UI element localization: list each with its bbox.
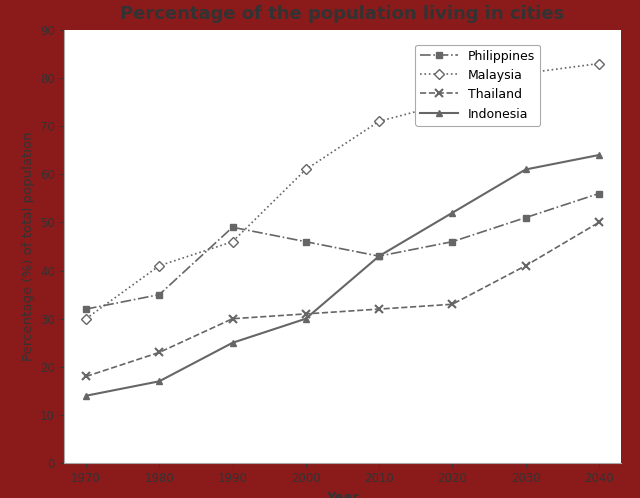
Thailand — [449, 301, 456, 307]
Indonesia — [522, 166, 529, 172]
Thailand — [595, 220, 603, 226]
Malaysia — [156, 263, 163, 269]
Philippines — [228, 224, 236, 230]
Thailand — [82, 374, 90, 379]
Malaysia — [302, 166, 310, 172]
Line: Malaysia: Malaysia — [83, 60, 602, 322]
Philippines — [82, 306, 90, 312]
Indonesia — [375, 253, 383, 259]
Malaysia — [595, 61, 603, 67]
Line: Philippines: Philippines — [83, 191, 602, 312]
Legend: Philippines, Malaysia, Thailand, Indonesia: Philippines, Malaysia, Thailand, Indones… — [415, 45, 540, 125]
Philippines — [522, 215, 529, 221]
Philippines — [595, 191, 603, 197]
Philippines — [156, 292, 163, 298]
Thailand — [228, 316, 236, 322]
Thailand — [522, 263, 529, 269]
Thailand — [302, 311, 310, 317]
Indonesia — [156, 378, 163, 384]
Indonesia — [449, 210, 456, 216]
Malaysia — [375, 119, 383, 124]
X-axis label: Year: Year — [326, 491, 359, 498]
Philippines — [449, 239, 456, 245]
Thailand — [375, 306, 383, 312]
Line: Indonesia: Indonesia — [83, 151, 602, 399]
Indonesia — [302, 316, 310, 322]
Malaysia — [228, 239, 236, 245]
Line: Thailand: Thailand — [82, 218, 603, 380]
Y-axis label: Percentage (%) of total population: Percentage (%) of total population — [22, 131, 35, 362]
Malaysia — [449, 99, 456, 105]
Malaysia — [522, 70, 529, 76]
Indonesia — [595, 152, 603, 158]
Indonesia — [82, 393, 90, 399]
Title: Percentage of the population living in cities: Percentage of the population living in c… — [120, 5, 564, 23]
Thailand — [156, 350, 163, 356]
Philippines — [375, 253, 383, 259]
Philippines — [302, 239, 310, 245]
Indonesia — [228, 340, 236, 346]
Malaysia — [82, 316, 90, 322]
